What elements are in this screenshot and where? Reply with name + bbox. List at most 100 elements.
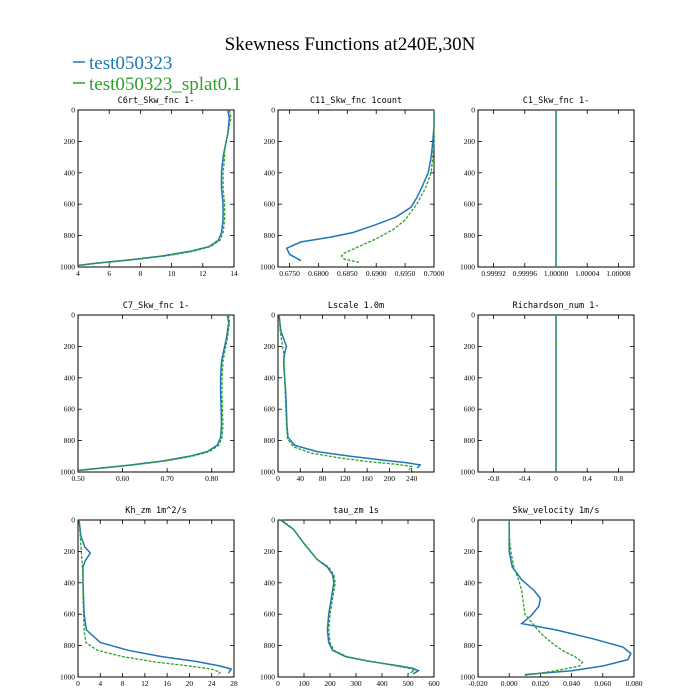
- x-tick-label: 0.70: [161, 474, 174, 483]
- x-tick-label: 4: [98, 679, 102, 688]
- y-tick-label: 400: [464, 373, 476, 382]
- x-tick-label: 12: [199, 269, 207, 278]
- panel-title: C6rt_Skw_fnc 1-: [118, 96, 195, 106]
- y-tick-label: 200: [264, 137, 276, 146]
- y-tick-label: 1000: [60, 468, 75, 477]
- y-tick-label: 200: [64, 342, 76, 351]
- x-tick-label: -0.020: [468, 679, 488, 688]
- y-tick-label: 400: [264, 373, 276, 382]
- panels: C6rt_Skw_fnc 1-4 6 8 10 12 140200400600800100…: [60, 96, 643, 688]
- plot-frame: [77, 314, 235, 473]
- x-tick-label: 0.6900: [366, 269, 387, 278]
- x-tick-label: 0.000: [501, 679, 518, 688]
- x-tick-label: 0.7000: [424, 269, 445, 278]
- x-tick-label: 120: [339, 474, 351, 483]
- y-tick-label: 600: [464, 200, 476, 209]
- series-line-test050323: [78, 519, 233, 674]
- x-tick-label: 24: [208, 679, 216, 688]
- y-tick-label: 400: [64, 578, 76, 587]
- y-tick-label: 800: [64, 436, 76, 445]
- panel-title: C1_Skw_fnc 1-: [523, 96, 590, 106]
- chart-panel: C1_Skw_fnc 1- 0.99992 0.99996 1.00000 1.0000…: [460, 96, 635, 278]
- y-tick-label: 1000: [460, 263, 475, 272]
- y-tick-label: 1000: [260, 673, 275, 682]
- x-tick-label: 0.040: [563, 679, 580, 688]
- x-tick-label: 200: [324, 679, 336, 688]
- y-tick-label: 200: [464, 547, 476, 556]
- y-tick-label: 1000: [60, 263, 75, 272]
- x-tick-label: 300: [350, 679, 362, 688]
- series-line-test050323_splat0.1: [340, 110, 435, 263]
- x-tick-label: 28: [230, 679, 238, 688]
- x-tick-label: 0.80: [205, 474, 218, 483]
- series-line-test050323: [285, 110, 435, 262]
- chart-panel: Lscale 1.0m 0 40 80 120 160 200 240 0 200 400 600 80…: [260, 301, 435, 483]
- y-tick-label: 600: [464, 405, 476, 414]
- plot-frame: [77, 109, 235, 268]
- panel-title: Kh_zm 1m^2/s: [125, 506, 186, 516]
- chart-panel: C6rt_Skw_fnc 1- 4 6 8 10 12 14 0 200 400 600 800 100…: [60, 96, 238, 278]
- figure-title: Skewness Functions at240E,30N: [225, 34, 476, 55]
- y-tick-label: 1000: [260, 468, 275, 477]
- y-tick-label: 600: [64, 200, 76, 209]
- series-line-test050323_splat0.1: [281, 519, 417, 675]
- x-tick-label: 1.00004: [575, 269, 600, 278]
- x-tick-label: 0.60: [116, 474, 129, 483]
- x-tick-label: 80: [319, 474, 327, 483]
- y-tick-label: 200: [64, 547, 76, 556]
- x-tick-label: 12: [141, 679, 149, 688]
- y-tick-label: 400: [464, 168, 476, 177]
- plot-frame: [277, 314, 435, 473]
- panel-title: C11_Skw_fnc 1count: [310, 96, 402, 106]
- y-tick-label: 0: [471, 516, 475, 525]
- y-tick-label: 0: [71, 516, 75, 525]
- x-tick-label: 100: [298, 679, 310, 688]
- x-tick-label: 14: [230, 269, 238, 278]
- x-tick-label: 4: [76, 269, 80, 278]
- legend-label-splat: test050323_splat0.1: [89, 74, 242, 95]
- y-tick-label: 800: [64, 641, 76, 650]
- y-tick-label: 0: [471, 106, 475, 115]
- x-tick-label: 0.99992: [481, 269, 506, 278]
- x-tick-label: 160: [362, 474, 374, 483]
- y-tick-label: 1000: [260, 263, 275, 272]
- x-tick-label: 8: [121, 679, 125, 688]
- y-tick-label: 200: [464, 137, 476, 146]
- series-line-test050323: [278, 314, 422, 469]
- y-tick-label: 200: [64, 137, 76, 146]
- panel-title: Lscale 1.0m: [328, 301, 384, 311]
- y-tick-label: 800: [464, 436, 476, 445]
- y-tick-label: 200: [264, 342, 276, 351]
- chart-panel: C11_Skw_fnc 1count 0.6750 0.6800 0.6850 0.69…: [260, 96, 445, 278]
- y-tick-label: 800: [264, 436, 276, 445]
- series-line-test050323_splat0.1: [79, 109, 232, 267]
- legend-label-test050323: test050323: [89, 53, 172, 74]
- chart-panel: Kh_zm 1m^2/s 0 4 8 12 16 20 24 28 0 200 400 600 800 10…: [60, 506, 238, 688]
- x-tick-label: 0: [276, 679, 280, 688]
- series-line-test050323: [77, 314, 230, 472]
- y-tick-label: 1000: [60, 673, 75, 682]
- plot-frame: [277, 109, 435, 268]
- x-tick-label: 0.50: [71, 474, 84, 483]
- x-tick-label: 0.8: [614, 474, 624, 483]
- x-tick-label: 0.080: [626, 679, 643, 688]
- x-tick-label: 16: [163, 679, 171, 688]
- chart-panel: Richardson_num 1- -0.8 -0.4 0 0.4 0.8 0 200 400 6…: [460, 301, 635, 483]
- x-tick-label: 20: [186, 679, 194, 688]
- series-line-test050323_splat0.1: [78, 519, 222, 676]
- plot-frame: [477, 519, 635, 678]
- panel-title: tau_zm 1s: [333, 506, 379, 516]
- x-tick-label: 0: [276, 474, 280, 483]
- x-tick-label: 0: [554, 474, 558, 483]
- y-tick-label: 400: [64, 168, 76, 177]
- series-line-test050323_splat0.1: [80, 314, 231, 472]
- y-tick-label: 600: [264, 610, 276, 619]
- x-tick-label: 0.6750: [279, 269, 300, 278]
- chart-panel: Skw_velocity 1m/s -0.020 0.000 0.020 0.040 0.…: [460, 506, 643, 688]
- series-line-test050323: [280, 519, 421, 675]
- x-tick-label: -0.8: [488, 474, 500, 483]
- series-line-test050323_splat0.1: [278, 314, 414, 471]
- y-tick-label: 200: [464, 342, 476, 351]
- x-tick-label: 6: [107, 269, 111, 278]
